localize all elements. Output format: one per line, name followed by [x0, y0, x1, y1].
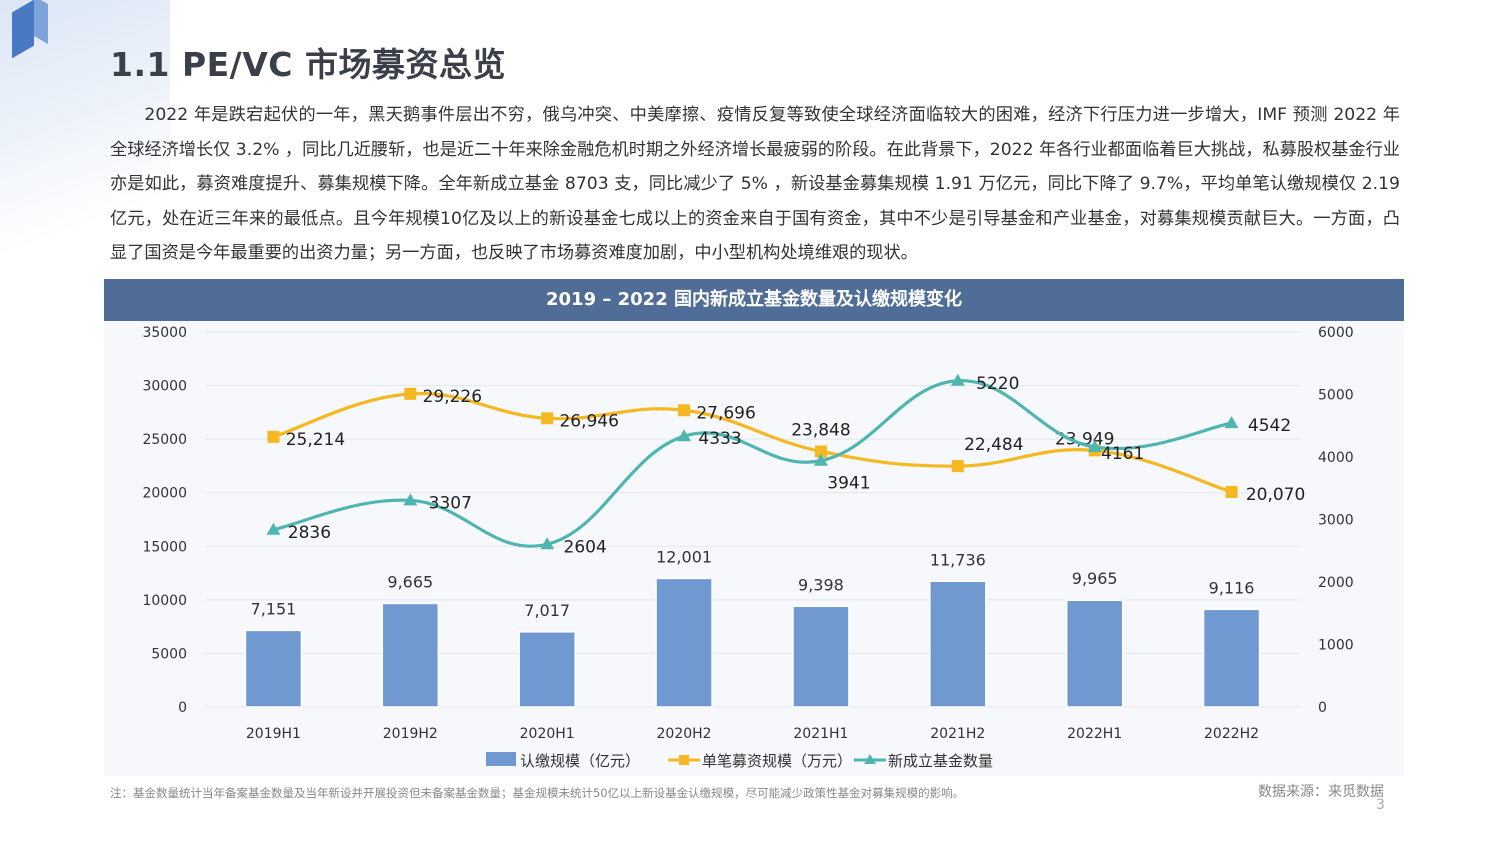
- fund-count-line: [273, 379, 1232, 548]
- legend-label: 认缴规模（亿元）: [520, 752, 640, 770]
- fund-count-data-label: 4333: [698, 429, 741, 449]
- bar: [518, 631, 576, 708]
- legend-marker: [864, 754, 876, 764]
- legend-label: 单笔募资规模（万元）: [702, 752, 852, 770]
- fund-count-data-label: 4542: [1248, 416, 1291, 436]
- fund-count-point: [540, 537, 555, 550]
- right-axis-tick-label: 2000: [1318, 575, 1354, 591]
- avg-raise-data-label: 25,214: [286, 430, 345, 450]
- page-number: 3: [1376, 797, 1385, 813]
- avg-raise-data-label: 29,226: [423, 387, 482, 407]
- bar-data-label: 9,665: [387, 572, 433, 591]
- bar: [381, 602, 440, 708]
- avg-raise-point: [1225, 485, 1238, 498]
- bar: [1065, 599, 1124, 708]
- left-axis-tick-label: 25000: [142, 432, 187, 448]
- fund-count-point: [677, 429, 692, 442]
- bar-data-label: 9,116: [1209, 578, 1255, 597]
- fund-count-data-label: 2604: [564, 537, 607, 557]
- left-axis-tick-label: 5000: [151, 646, 187, 662]
- avg-raise-data-label: 22,484: [964, 435, 1023, 455]
- bar: [244, 629, 303, 708]
- x-axis-tick-label: 2022H1: [1067, 726, 1122, 742]
- bar-data-label: 9,965: [1072, 569, 1118, 588]
- bar-data-label: 7,017: [524, 601, 570, 620]
- bar: [655, 577, 713, 708]
- right-axis-tick-label: 6000: [1318, 325, 1354, 341]
- left-axis-tick-label: 35000: [142, 325, 187, 341]
- data-source: 数据来源：来觅数据: [1258, 784, 1384, 800]
- x-axis-tick-label: 2019H1: [246, 726, 301, 742]
- avg-raise-point: [814, 445, 827, 458]
- left-axis-tick-label: 0: [178, 700, 187, 716]
- left-axis-tick-label: 15000: [142, 539, 187, 555]
- x-axis-tick-label: 2021H2: [930, 726, 985, 742]
- avg-raise-point: [951, 460, 964, 473]
- fund-count-data-label: 3307: [429, 493, 472, 513]
- fund-count-point: [813, 453, 828, 466]
- avg-raise-data-label: 26,946: [559, 411, 618, 431]
- fund-count-point: [266, 522, 281, 535]
- fund-count-point: [1224, 416, 1239, 429]
- right-axis-tick-label: 0: [1318, 700, 1327, 716]
- avg-raise-data-label: 27,696: [696, 403, 755, 423]
- left-axis-tick-label: 10000: [142, 593, 187, 609]
- x-axis-tick-label: 2021H1: [793, 726, 848, 742]
- fund-count-data-label: 4161: [1101, 444, 1144, 464]
- avg-raise-point: [404, 387, 417, 400]
- fund-count-point: [403, 493, 418, 506]
- bar: [929, 580, 987, 708]
- fund-count-point: [950, 373, 965, 386]
- chart-panel: [104, 279, 1404, 776]
- avg-raise-point: [267, 430, 280, 443]
- avg-raise-point: [678, 404, 691, 417]
- bar-data-label: 9,398: [798, 575, 844, 594]
- avg-raise-line: [272, 391, 1233, 494]
- avg-raise-data-label: 23,848: [791, 420, 850, 440]
- right-axis-tick-label: 3000: [1318, 513, 1354, 529]
- fund-count-data-label: 2836: [288, 523, 331, 543]
- legend-label: 新成立基金数量: [888, 752, 993, 770]
- avg-raise-data-label: 20,070: [1246, 485, 1305, 505]
- bar-data-label: 11,736: [930, 550, 986, 569]
- legend-swatch-bar: [486, 752, 516, 766]
- avg-raise-point: [541, 412, 554, 425]
- bar-data-label: 12,001: [656, 547, 712, 566]
- fund-count-point: [1087, 439, 1102, 452]
- x-axis-tick-label: 2022H2: [1204, 726, 1259, 742]
- x-axis-tick-label: 2019H2: [383, 726, 438, 742]
- avg-raise-data-label: 23,949: [1055, 429, 1114, 449]
- right-axis-tick-label: 4000: [1318, 450, 1354, 466]
- left-axis-tick-label: 30000: [142, 379, 187, 395]
- footnote: 注：基金数量统计当年备案基金数量及当年新设并开展投资但未备案基金数量；基金规模未…: [110, 786, 965, 800]
- bar: [792, 605, 850, 708]
- x-axis-tick-label: 2020H2: [657, 726, 712, 742]
- right-axis-tick-label: 1000: [1318, 638, 1354, 654]
- bar: [1202, 608, 1261, 708]
- bar-data-label: 7,151: [251, 599, 297, 618]
- intro-paragraph: 2022 年是跌宕起伏的一年，黑天鹅事件层出不穷，俄乌冲突、中美摩擦、疫情反复等…: [110, 105, 1400, 263]
- fund-count-data-label: 3941: [827, 474, 870, 494]
- left-axis-tick-label: 20000: [142, 486, 187, 502]
- x-axis-tick-label: 2020H1: [520, 726, 575, 742]
- fund-count-data-label: 5220: [976, 374, 1019, 394]
- page-title: 1.1 PE/VC 市场募资总览: [110, 45, 506, 84]
- chart-title: 2019 – 2022 国内新成立基金数量及认缴规模变化: [104, 279, 1404, 321]
- right-axis-tick-label: 5000: [1318, 388, 1354, 404]
- legend-marker: [679, 755, 689, 765]
